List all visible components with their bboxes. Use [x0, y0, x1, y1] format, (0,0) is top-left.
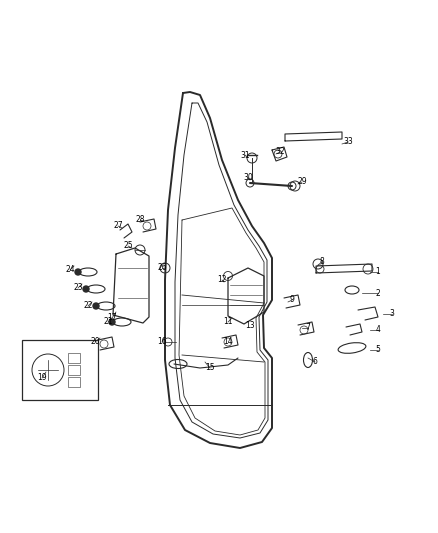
Text: 20: 20 — [90, 337, 100, 346]
Text: 8: 8 — [320, 257, 325, 266]
Text: 24: 24 — [65, 265, 75, 274]
Text: 7: 7 — [306, 324, 311, 333]
Text: 27: 27 — [113, 222, 123, 230]
Text: 1: 1 — [376, 268, 380, 277]
Text: 3: 3 — [389, 310, 395, 319]
Text: 14: 14 — [223, 337, 233, 346]
Text: 15: 15 — [205, 364, 215, 373]
Text: 25: 25 — [123, 241, 133, 251]
Text: 30: 30 — [243, 174, 253, 182]
Text: 6: 6 — [313, 358, 318, 367]
Text: 19: 19 — [37, 374, 47, 383]
Text: 32: 32 — [275, 148, 285, 157]
Circle shape — [93, 303, 99, 309]
Text: 28: 28 — [135, 215, 145, 224]
Text: 16: 16 — [157, 337, 167, 346]
Text: 21: 21 — [103, 318, 113, 327]
Text: 33: 33 — [343, 138, 353, 147]
Text: 12: 12 — [217, 276, 227, 285]
Text: 4: 4 — [375, 326, 381, 335]
Text: 26: 26 — [157, 263, 167, 272]
Text: 9: 9 — [290, 295, 294, 304]
Text: 23: 23 — [73, 284, 83, 293]
Text: 22: 22 — [83, 302, 93, 311]
Circle shape — [83, 286, 89, 292]
Text: 31: 31 — [240, 150, 250, 159]
Circle shape — [75, 269, 81, 275]
Text: 17: 17 — [107, 313, 117, 322]
Circle shape — [109, 319, 115, 325]
Text: 5: 5 — [375, 345, 381, 354]
Text: 2: 2 — [376, 288, 380, 297]
Text: 29: 29 — [297, 177, 307, 187]
Text: 13: 13 — [245, 321, 255, 330]
Text: 11: 11 — [223, 318, 233, 327]
